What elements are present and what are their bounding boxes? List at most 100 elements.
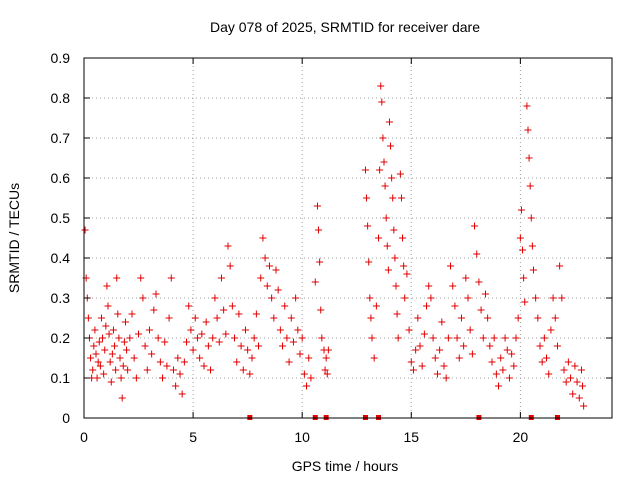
data-point: [93, 374, 101, 382]
data-point: [401, 294, 409, 302]
data-point: [172, 382, 180, 390]
data-point: [265, 262, 273, 270]
data-point: [189, 346, 197, 354]
data-point: [405, 326, 413, 334]
data-point: [252, 310, 260, 318]
data-point: [279, 342, 287, 350]
x-tick-label: 0: [80, 429, 88, 445]
data-point: [558, 294, 566, 302]
data-point: [246, 370, 254, 378]
y-tick-label: 0.3: [51, 290, 71, 306]
data-point: [283, 334, 291, 342]
data-point: [367, 314, 375, 322]
data-point: [294, 326, 302, 334]
data-point: [244, 346, 252, 354]
x-tick-label: 10: [294, 429, 310, 445]
data-point: [196, 354, 204, 362]
y-tick-label: 0: [62, 410, 70, 426]
data-point: [455, 354, 463, 362]
data-point: [540, 334, 548, 342]
data-point: [94, 358, 102, 366]
data-point: [440, 362, 448, 370]
data-point: [519, 246, 527, 254]
data-point: [193, 334, 201, 342]
data-point: [311, 278, 319, 286]
data-point: [423, 302, 431, 310]
data-point: [479, 334, 487, 342]
data-point: [174, 354, 182, 362]
data-point: [202, 318, 210, 326]
x-tick-label: 15: [403, 429, 419, 445]
y-tick-label: 0.5: [51, 210, 71, 226]
data-point: [569, 390, 577, 398]
data-point: [237, 342, 245, 350]
y-tick-label: 0.6: [51, 170, 71, 186]
y-tick-label: 0.1: [51, 370, 71, 386]
data-point: [457, 314, 465, 322]
data-point: [105, 330, 113, 338]
data-point: [139, 294, 147, 302]
data-point: [235, 310, 243, 318]
x-tick-label: 20: [513, 429, 529, 445]
data-point: [556, 262, 564, 270]
data-point: [187, 326, 195, 334]
data-point: [520, 274, 528, 282]
chart-title: Day 078 of 2025, SRMTID for receiver dar…: [210, 19, 480, 35]
data-point: [418, 362, 426, 370]
data-point: [492, 370, 500, 378]
data-point: [96, 362, 104, 370]
data-point: [553, 342, 561, 350]
data-point: [108, 350, 116, 358]
data-point: [321, 366, 329, 374]
data-point: [123, 346, 131, 354]
data-point: [523, 102, 531, 110]
data-point: [276, 326, 284, 334]
data-point: [481, 290, 489, 298]
data-point: [145, 326, 153, 334]
data-point: [501, 334, 509, 342]
data-point: [497, 354, 505, 362]
data-point: [316, 258, 324, 266]
data-point: [528, 242, 536, 250]
data-point: [102, 322, 110, 330]
data-point: [152, 290, 160, 298]
data-point: [87, 354, 95, 362]
data-point: [391, 254, 399, 262]
data-point: [211, 294, 219, 302]
data-point: [178, 390, 186, 398]
data-point: [100, 370, 108, 378]
data-point: [368, 334, 376, 342]
data-point: [107, 378, 115, 386]
data-point: [257, 274, 265, 282]
data-point: [143, 366, 151, 374]
data-point: [468, 350, 476, 358]
data-point: [322, 354, 330, 362]
data-point: [387, 142, 395, 150]
data-point: [529, 266, 537, 274]
data-point: [115, 334, 123, 342]
data-point: [512, 334, 520, 342]
data-point: [397, 194, 405, 202]
data-point: [400, 262, 408, 270]
data-point: [112, 366, 120, 374]
data-point: [233, 358, 241, 366]
data-point: [124, 366, 132, 374]
data-point: [534, 314, 542, 322]
data-point: [449, 282, 457, 290]
data-point: [453, 334, 461, 342]
data-point: [274, 286, 282, 294]
data-point: [526, 182, 534, 190]
data-point: [154, 334, 162, 342]
data-point: [414, 314, 422, 322]
data-point: [114, 310, 122, 318]
data-point: [464, 294, 472, 302]
data-point: [379, 134, 387, 142]
data-point: [486, 342, 494, 350]
data-point: [84, 314, 92, 322]
data-point: [259, 234, 267, 242]
data-point: [517, 206, 525, 214]
data-point: [228, 302, 236, 310]
data-point: [390, 226, 398, 234]
data-point: [425, 282, 433, 290]
data-point: [385, 118, 393, 126]
